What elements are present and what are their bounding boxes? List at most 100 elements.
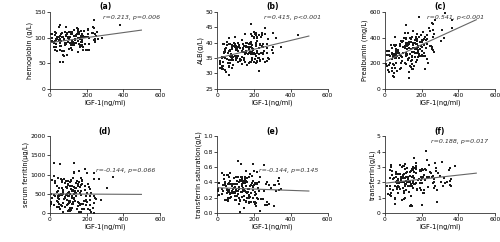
Point — [234, 50, 241, 53]
Point — [238, 175, 246, 179]
Point — [406, 174, 413, 178]
Point — [401, 46, 409, 50]
Point — [253, 36, 261, 39]
Point — [243, 180, 251, 183]
Point — [408, 184, 416, 188]
Point — [232, 45, 239, 49]
Point — [245, 45, 253, 49]
Point — [389, 177, 397, 181]
Point — [234, 54, 242, 58]
Point — [238, 55, 246, 59]
Point — [59, 192, 67, 196]
Point — [58, 31, 66, 35]
Point — [386, 70, 394, 74]
Point — [388, 57, 396, 61]
Y-axis label: ALB(g/L): ALB(g/L) — [198, 37, 204, 64]
Point — [232, 56, 240, 60]
Point — [408, 67, 416, 71]
Point — [81, 35, 89, 39]
Point — [392, 61, 400, 65]
Point — [50, 203, 58, 207]
Point — [402, 45, 410, 48]
Point — [74, 30, 82, 34]
Point — [241, 53, 249, 56]
Point — [420, 167, 428, 171]
Point — [231, 45, 239, 49]
Point — [70, 202, 78, 206]
Point — [75, 181, 83, 184]
Point — [230, 42, 238, 46]
Point — [233, 48, 241, 52]
Point — [84, 171, 92, 175]
Point — [257, 197, 265, 201]
Point — [85, 186, 93, 189]
Point — [70, 191, 78, 195]
Point — [68, 39, 76, 43]
Point — [430, 180, 438, 184]
Point — [256, 42, 264, 46]
Point — [74, 211, 82, 214]
Point — [86, 203, 94, 207]
Point — [242, 49, 250, 53]
Point — [415, 52, 423, 56]
Point — [246, 52, 254, 55]
Point — [422, 149, 430, 153]
Point — [66, 199, 74, 203]
Point — [55, 186, 63, 190]
Point — [236, 43, 244, 47]
Point — [108, 175, 116, 179]
Point — [77, 194, 85, 197]
Point — [66, 200, 74, 204]
Point — [243, 191, 251, 195]
Point — [60, 197, 68, 201]
Point — [236, 178, 244, 182]
Point — [222, 197, 230, 201]
Point — [222, 173, 230, 177]
Point — [388, 52, 396, 56]
Point — [88, 31, 96, 35]
Point — [247, 42, 255, 46]
Point — [66, 192, 74, 196]
Point — [78, 32, 86, 36]
Point — [414, 45, 422, 49]
Point — [246, 41, 254, 45]
Point — [235, 197, 243, 200]
Point — [392, 43, 400, 46]
X-axis label: IGF-1(ng/ml): IGF-1(ng/ml) — [252, 99, 294, 106]
Point — [82, 198, 90, 202]
Point — [234, 45, 242, 49]
Point — [47, 202, 55, 206]
Point — [242, 179, 250, 183]
Point — [223, 58, 231, 61]
Point — [75, 42, 83, 46]
Point — [82, 36, 90, 39]
Point — [392, 35, 400, 39]
Point — [407, 59, 415, 62]
Y-axis label: hemoglobin (g/L): hemoglobin (g/L) — [26, 22, 33, 79]
Point — [72, 41, 80, 45]
Point — [252, 52, 260, 55]
Point — [403, 166, 411, 170]
Point — [233, 179, 241, 183]
Point — [250, 185, 258, 189]
Point — [61, 41, 69, 45]
Point — [257, 51, 265, 55]
Point — [238, 190, 246, 194]
Point — [258, 197, 266, 201]
Point — [240, 50, 248, 54]
Point — [398, 180, 406, 184]
Point — [48, 197, 56, 200]
Point — [76, 193, 84, 197]
Point — [63, 203, 71, 207]
Point — [222, 47, 230, 51]
Title: (c): (c) — [434, 2, 446, 11]
Point — [54, 200, 62, 204]
Point — [395, 56, 403, 60]
Point — [70, 42, 78, 46]
Point — [242, 42, 250, 45]
Point — [222, 184, 230, 188]
Point — [238, 62, 246, 66]
Point — [76, 43, 84, 47]
Point — [239, 181, 247, 185]
Point — [268, 186, 276, 190]
